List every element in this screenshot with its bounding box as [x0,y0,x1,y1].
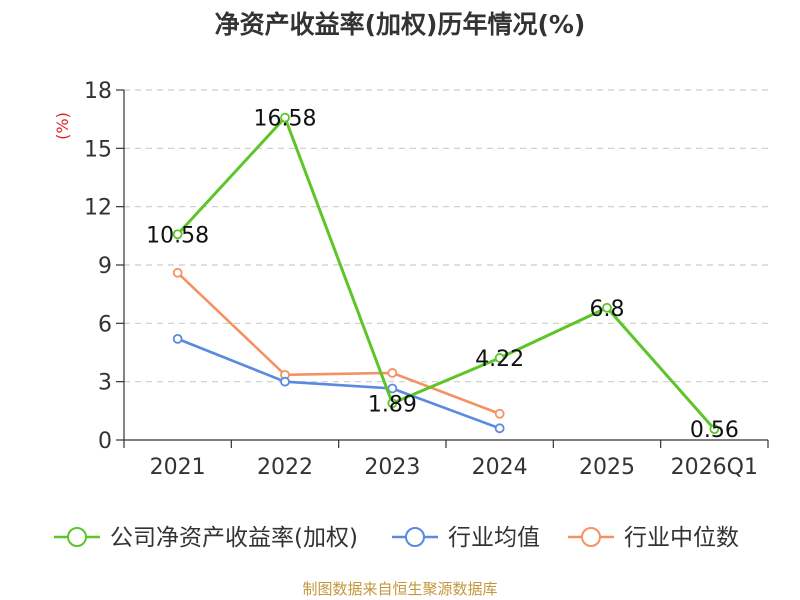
y-tick-label: 6 [98,312,112,337]
data-label: 16.58 [254,107,317,132]
series-point-0 [709,424,720,435]
series-point-1 [172,333,183,344]
legend-marker [67,527,87,547]
legend-marker [581,527,601,547]
x-tick-label: 2022 [257,455,313,480]
data-source-note: 制图数据来自恒生聚源数据库 [302,580,497,598]
series-point-1 [280,376,290,387]
y-tick-label: 9 [98,254,112,279]
series-point-0 [172,229,183,240]
series-point-1 [494,423,505,434]
series-point-2 [387,368,398,378]
series-line-0 [176,116,716,431]
y-tick-label: 18 [84,79,112,104]
x-tick-label: 2023 [364,455,420,480]
x-tick-label: 2024 [472,455,528,480]
y-tick-label: 12 [84,196,112,221]
x-tick-label: 2025 [579,455,635,480]
series-line-1 [177,337,501,430]
axes: 0 3 6 9 12 15 18 2021 2022 2023 2024 2025 2026Q1 [84,79,769,480]
series-point-0 [387,398,398,409]
data-label: 10.58 [146,223,209,248]
data-label: 0.56 [690,418,739,443]
series-point-2 [494,408,505,419]
data-label: 4.22 [475,347,524,372]
series-point-0 [602,302,612,313]
legend-label: 行业均值 [448,525,540,551]
x-tick-label: 2026Q1 [671,455,758,480]
data-label: 6.8 [590,297,625,322]
chart-title: 净资产收益率(加权)历年情况(%) [215,10,586,39]
data-label: 1.89 [368,392,417,417]
legend-marker [405,527,425,547]
legend-label: 公司净资产收益率(加权) [110,525,358,551]
series-point-2 [172,267,183,278]
series-line-2 [176,271,501,415]
data-labels: 10.58 16.58 1.89 4.22 6.8 0.56 [146,107,739,444]
series-point-0 [280,112,290,123]
y-tick-label: 15 [84,137,112,162]
series-point-0 [494,353,505,363]
legend: 公司净资产收益率(加权) 行业均值 行业中位数 [54,525,739,551]
y-tick-label: 0 [98,429,112,454]
gridlines [124,89,768,383]
legend-label: 行业中位数 [624,525,739,551]
y-axis-unit: (%) [53,112,72,140]
x-tick-label: 2021 [150,455,206,480]
y-tick-label: 3 [98,371,112,396]
series-lines [172,112,720,435]
